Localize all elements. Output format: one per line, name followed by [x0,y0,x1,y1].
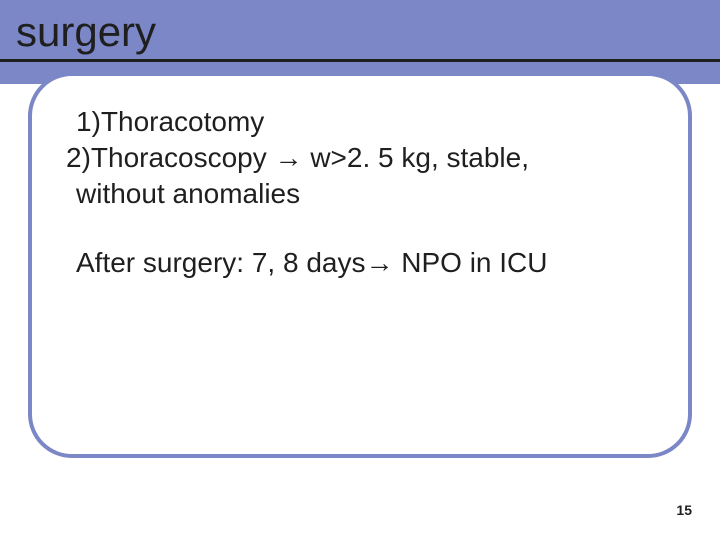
page-number: 15 [676,502,692,518]
body-line-2: 2)Thoracoscopy → w>2. 5 kg, stable, [66,140,654,176]
body-line-3: without anomalies [66,176,654,212]
slide-title: surgery [0,0,156,62]
body-line-4: After surgery: 7, 8 days→ NPO in ICU [66,245,654,281]
title-strip: surgery [0,0,720,62]
body-line-1: 1)Thoracotomy [66,104,654,140]
paragraph-spacer [66,211,654,245]
content-frame: 1)Thoracotomy 2)Thoracoscopy → w>2. 5 kg… [28,72,692,458]
